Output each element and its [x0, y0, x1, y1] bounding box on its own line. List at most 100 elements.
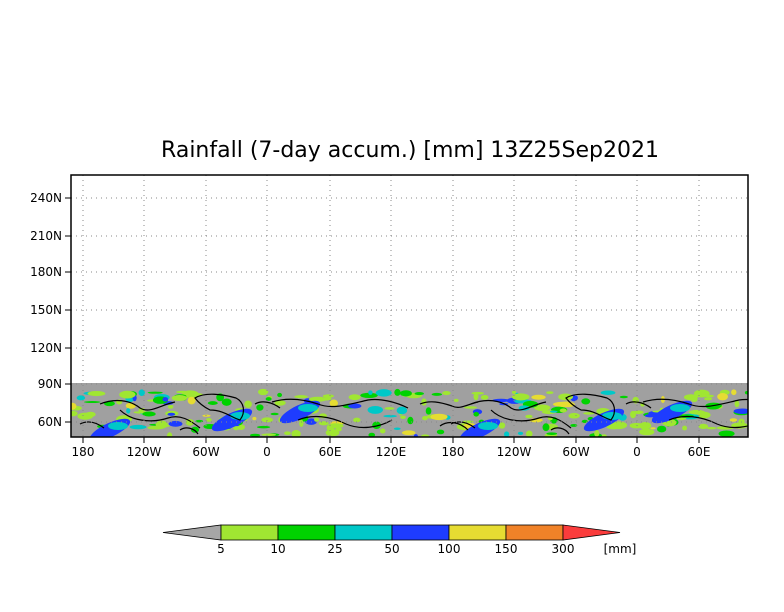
rain-cell [610, 421, 628, 430]
lon-tick-label: 120E [376, 445, 407, 459]
rain-cell [422, 415, 428, 421]
rain-cell [329, 399, 338, 408]
rain-cell [261, 433, 277, 437]
rain-cell [568, 412, 580, 419]
map-frame [70, 174, 749, 438]
rain-cell [503, 431, 510, 437]
rain-cell [639, 422, 652, 430]
rain-cell [207, 401, 218, 405]
rain-cell [717, 393, 728, 401]
rain-cell [162, 397, 169, 402]
rain-cell [480, 394, 489, 400]
rain-cell [186, 392, 203, 396]
rain-cell [498, 422, 506, 429]
rain-cell [252, 416, 257, 421]
rain-cell [471, 391, 484, 395]
coastline-path [490, 409, 572, 429]
rain-cell [583, 412, 595, 415]
rain-cell [119, 390, 136, 399]
rain-cell [368, 432, 376, 437]
rain-cell [630, 410, 636, 419]
rain-cell [453, 398, 459, 402]
rain-cell [525, 414, 533, 419]
colorbar-label: 300 [552, 542, 575, 556]
rain-cell [394, 388, 401, 396]
rain-cell [237, 424, 245, 431]
lon-tick-label: 60W [562, 445, 589, 459]
rain-cell [318, 421, 329, 426]
lat-tick-label: 180N [30, 265, 62, 279]
rain-cell [190, 426, 200, 433]
rain-cell [244, 400, 252, 408]
rain-cell [83, 401, 101, 404]
rain-cell [322, 394, 335, 398]
rain-cell [656, 425, 667, 433]
coastline-path [297, 415, 393, 429]
colorbar-segment [220, 524, 279, 541]
rain-band [478, 422, 498, 430]
colorbar-segment [334, 524, 393, 541]
latitude-axis: 240N 210N 180N 150N 120N 90N 60N [30, 191, 71, 429]
rain-cell [294, 395, 308, 399]
lon-tick-label: 120W [127, 445, 162, 459]
coastline-path [625, 401, 652, 409]
rain-cell [171, 395, 188, 402]
rain-cell [734, 400, 740, 408]
coastline-path [470, 399, 547, 411]
colorbar-label: 150 [495, 542, 518, 556]
rain-cell [704, 397, 713, 401]
rain-cell [367, 405, 384, 414]
rain-cell [221, 398, 232, 406]
rain-cell [464, 406, 478, 409]
rain-cell [274, 400, 286, 406]
colorbar: 5 10 25 50 100 150 300 [mm] [162, 524, 636, 556]
lon-tick-label: 60W [192, 445, 219, 459]
lon-tick-label: 0 [633, 445, 641, 459]
rain-cell [360, 392, 378, 399]
rain-cell [401, 430, 416, 436]
coastline-path [668, 415, 748, 429]
rain-cell [558, 393, 573, 401]
rain-cell [353, 417, 361, 423]
colorbar-label: 25 [327, 542, 342, 556]
rain-cell [400, 415, 406, 419]
rain-cell [161, 424, 171, 427]
rain-cell [400, 390, 412, 397]
rain-cell [284, 431, 291, 436]
rain-cell [570, 423, 578, 427]
rain-cell [129, 424, 147, 430]
rain-cell [299, 419, 304, 427]
rain-cell [682, 425, 688, 431]
lon-tick-label: 180 [72, 445, 95, 459]
rain-cell [425, 407, 432, 415]
rain-cell [168, 420, 183, 427]
rain-cell [473, 393, 479, 401]
map-layer [71, 383, 748, 437]
lat-tick-label: 210N [30, 229, 62, 243]
rain-cell [407, 416, 414, 425]
rain-cell [718, 430, 735, 437]
colorbar-label: 100 [438, 542, 461, 556]
rain-cell [233, 426, 240, 431]
rain-cell [142, 411, 156, 417]
rain-cell [147, 391, 163, 394]
rain-cell [436, 429, 445, 435]
rain-cell [379, 428, 386, 434]
rain-cell [383, 414, 397, 418]
lon-tick-label: 60E [688, 445, 711, 459]
colorbar-segment [505, 524, 564, 541]
rain-cell [698, 423, 709, 429]
rain-cell [308, 396, 327, 402]
colorbar-label: 50 [384, 542, 399, 556]
rain-cell [372, 421, 381, 430]
rain-cell [71, 410, 78, 417]
rain-cell [326, 424, 335, 432]
rain-cell [729, 418, 738, 422]
grid-lines [71, 175, 748, 437]
rain-cell [744, 390, 748, 395]
rain-cell [87, 391, 106, 397]
rain-cell [291, 430, 301, 437]
rain-cell [414, 392, 425, 396]
rain-cell [731, 389, 737, 396]
rain-cell [348, 394, 361, 401]
